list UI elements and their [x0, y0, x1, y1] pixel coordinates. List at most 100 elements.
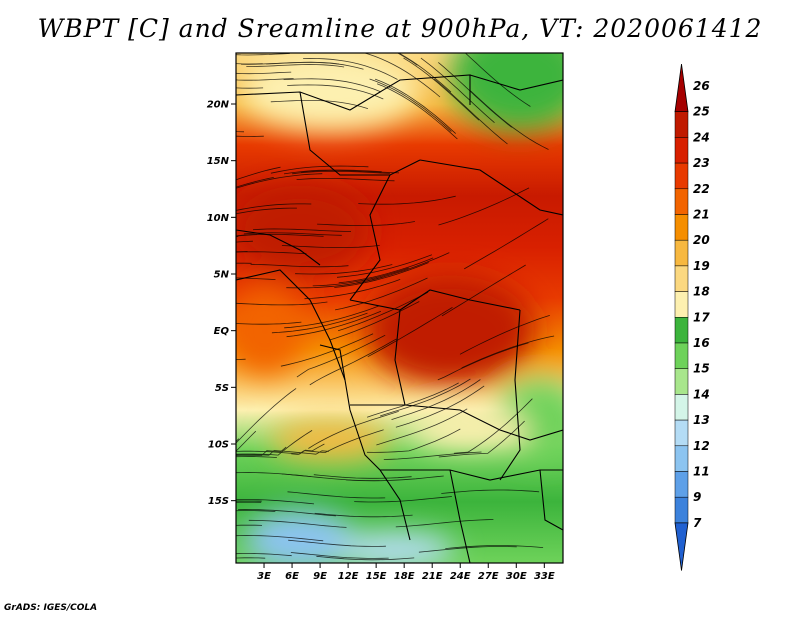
streamline: [334, 262, 429, 288]
streamline: [246, 64, 345, 68]
streamline: [303, 57, 398, 80]
streamline: [391, 379, 481, 420]
longitude-axis: 3E 6E 9E 12E 15E 18E 21E 24E 27E 30E 33E: [257, 563, 555, 582]
colorbar-label: 22: [693, 182, 710, 196]
streamline: [335, 277, 428, 311]
streamline: [236, 166, 281, 181]
streamline: [420, 57, 495, 124]
streamline: [329, 301, 420, 341]
map-frame: [235, 52, 564, 564]
streamline: [236, 78, 294, 81]
colorbar-label: 15: [693, 362, 710, 376]
streamline: [464, 218, 549, 270]
streamline: [395, 385, 485, 428]
streamline: [236, 553, 292, 557]
streamline: [236, 234, 324, 237]
colorbar-label: 24: [693, 130, 710, 144]
map-field: [236, 53, 563, 563]
colorbar-swatch: [674, 368, 689, 395]
streamline: [316, 555, 415, 561]
streamline: [317, 221, 415, 226]
colorbar-label: 18: [693, 285, 710, 299]
streamline: [236, 443, 325, 455]
streamline: [236, 446, 287, 456]
lat-tick-label: 15N: [207, 156, 230, 167]
colorbar-label: 16: [693, 336, 710, 350]
streamline: [291, 429, 384, 455]
streamline: [266, 62, 364, 70]
streamline: [236, 251, 307, 255]
streamline: [236, 500, 262, 502]
colorbar-label: 9: [693, 490, 701, 504]
streamline: [236, 557, 266, 559]
streamline: [358, 195, 456, 205]
lon-tick-label: 33E: [534, 571, 555, 582]
streamline: [292, 170, 390, 175]
streamline: [367, 307, 453, 358]
streamline: [287, 84, 384, 100]
streamline: [304, 279, 401, 300]
streamline: [309, 338, 397, 386]
streamlines: [236, 53, 555, 561]
streamline: [248, 519, 347, 528]
lat-tick-label: 20N: [207, 100, 230, 111]
streamline: [296, 178, 395, 182]
streamline: [308, 411, 399, 449]
colorbar-swatch: [674, 471, 689, 498]
streamline: [461, 335, 555, 369]
colorbar: 26 25 24 23 22 21 20 19 18 17 16 15 14 13 12 11 9 7: [674, 63, 710, 571]
streamline: [236, 236, 239, 238]
streamline: [445, 545, 544, 549]
lat-tick-label: 15S: [208, 496, 229, 507]
streamline: [398, 53, 452, 93]
colorbar-swatch: [674, 188, 689, 215]
streamline: [313, 474, 412, 479]
streamline: [236, 207, 297, 215]
colorbar-swatch: [674, 342, 689, 369]
streamline: [395, 519, 494, 528]
colorbar-swatch: [674, 137, 689, 164]
colorbar-label: 21: [693, 208, 710, 222]
lon-tick-label: 27E: [478, 571, 499, 582]
colorbar-label: 14: [693, 387, 710, 401]
lat-tick-label: 10N: [207, 213, 230, 224]
streamline: [236, 501, 262, 503]
streamline: [236, 71, 292, 75]
streamline: [236, 430, 313, 456]
streamline: [369, 78, 452, 132]
colorbar-label: 23: [693, 156, 710, 170]
colorbar-label: 19: [693, 259, 710, 273]
colorbar-label: 25: [693, 105, 710, 119]
streamline: [396, 53, 418, 66]
streamline: [250, 263, 349, 268]
streamline: [438, 420, 525, 458]
streamline: [288, 539, 386, 547]
streamline: [284, 305, 380, 329]
streamline: [290, 552, 389, 559]
lon-tick-label: 18E: [394, 571, 415, 582]
streamline: [383, 451, 482, 460]
country-borders: [236, 74, 563, 563]
streamline: [345, 475, 444, 482]
streamline: [459, 315, 550, 355]
colorbar-label: 7: [693, 516, 702, 530]
streamline: [312, 267, 409, 287]
streamline: [281, 245, 380, 248]
streamline: [283, 78, 381, 92]
streamline: [236, 131, 245, 133]
map-title: WBPT [C] and Sreamline at 900hPa, VT: 20…: [37, 14, 763, 43]
streamline: [363, 53, 441, 98]
lat-tick-label: EQ: [214, 326, 230, 337]
streamline: [236, 321, 302, 325]
streamline: [376, 83, 458, 140]
streamline: [236, 535, 324, 542]
streamline: [236, 177, 274, 188]
streamline: [236, 87, 264, 89]
lat-tick-label: 5N: [214, 270, 230, 281]
streamline: [336, 254, 433, 278]
streamline: [470, 90, 549, 150]
streamline: [236, 499, 315, 505]
streamline: [441, 264, 526, 317]
colorbar-swatch: [674, 111, 689, 138]
streamline: [236, 388, 297, 444]
